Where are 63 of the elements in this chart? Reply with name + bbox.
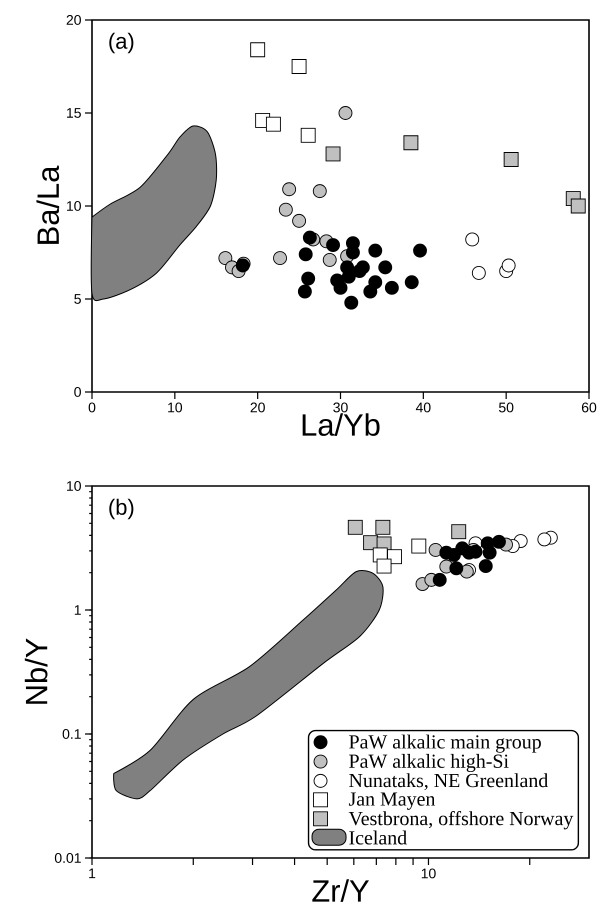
legend-label: Nunataks, NE Greenland	[349, 773, 548, 790]
annotation: (a)	[109, 32, 134, 54]
point	[250, 42, 266, 58]
point	[363, 284, 378, 299]
point	[326, 238, 340, 252]
point	[282, 182, 296, 196]
point	[218, 251, 232, 266]
x-tick-label: 20	[250, 402, 265, 412]
y-axis-title: Nb/Y	[24, 638, 48, 704]
point	[346, 246, 360, 260]
point	[344, 296, 358, 310]
point	[292, 59, 307, 74]
y-axis-title: Ba/La	[36, 166, 60, 244]
legend-label: PaW alkalic high-Si	[349, 754, 509, 772]
point	[298, 284, 312, 299]
point	[334, 280, 348, 295]
point	[403, 135, 418, 150]
legend-label: PaW alkalic main group	[349, 734, 541, 753]
y-tick-label: 15	[67, 108, 81, 118]
point	[301, 272, 316, 286]
point	[384, 280, 399, 295]
point	[338, 106, 352, 120]
point	[570, 198, 586, 214]
point	[352, 264, 367, 278]
annotation: (b)	[109, 498, 134, 520]
point	[378, 260, 392, 274]
y-tick-label: 20	[66, 15, 81, 25]
point	[404, 275, 419, 290]
point	[502, 258, 516, 272]
x-tick-label: 50	[498, 402, 514, 412]
x-axis-title: La/Yb	[302, 413, 380, 436]
point	[300, 128, 316, 143]
point	[266, 116, 281, 132]
x-axis-title: Zr/Y	[312, 879, 369, 902]
point	[273, 251, 287, 266]
point	[342, 270, 356, 284]
point	[472, 266, 486, 280]
legend-label: Iceland	[349, 830, 407, 845]
point	[465, 232, 480, 246]
x-tick-label: 60	[582, 402, 596, 412]
point	[368, 244, 382, 258]
x-tick-label: 0	[88, 402, 96, 412]
point	[322, 252, 337, 267]
y-tick-label: 0.01	[54, 853, 81, 863]
x-tick-label: 10	[168, 402, 182, 412]
point	[504, 152, 519, 167]
point	[302, 230, 317, 245]
y-tick-label: 5	[74, 294, 81, 304]
y-tick-label: 0	[74, 387, 81, 397]
y-tick-label: 10	[67, 481, 81, 491]
point	[413, 244, 427, 258]
legend-label: Vestbrona, offshore Norway	[348, 811, 574, 830]
x-tick-label: 40	[416, 402, 431, 412]
point	[278, 202, 293, 217]
point	[326, 146, 340, 162]
point	[292, 214, 306, 228]
y-tick-label: 1	[74, 605, 81, 615]
x-tick-label: 30	[333, 402, 348, 412]
point	[312, 184, 327, 198]
y-tick-label: 10	[67, 201, 81, 211]
y-tick-label: 0.1	[62, 729, 81, 739]
point	[298, 247, 313, 262]
legend-label: Jan Mayen	[348, 792, 436, 810]
